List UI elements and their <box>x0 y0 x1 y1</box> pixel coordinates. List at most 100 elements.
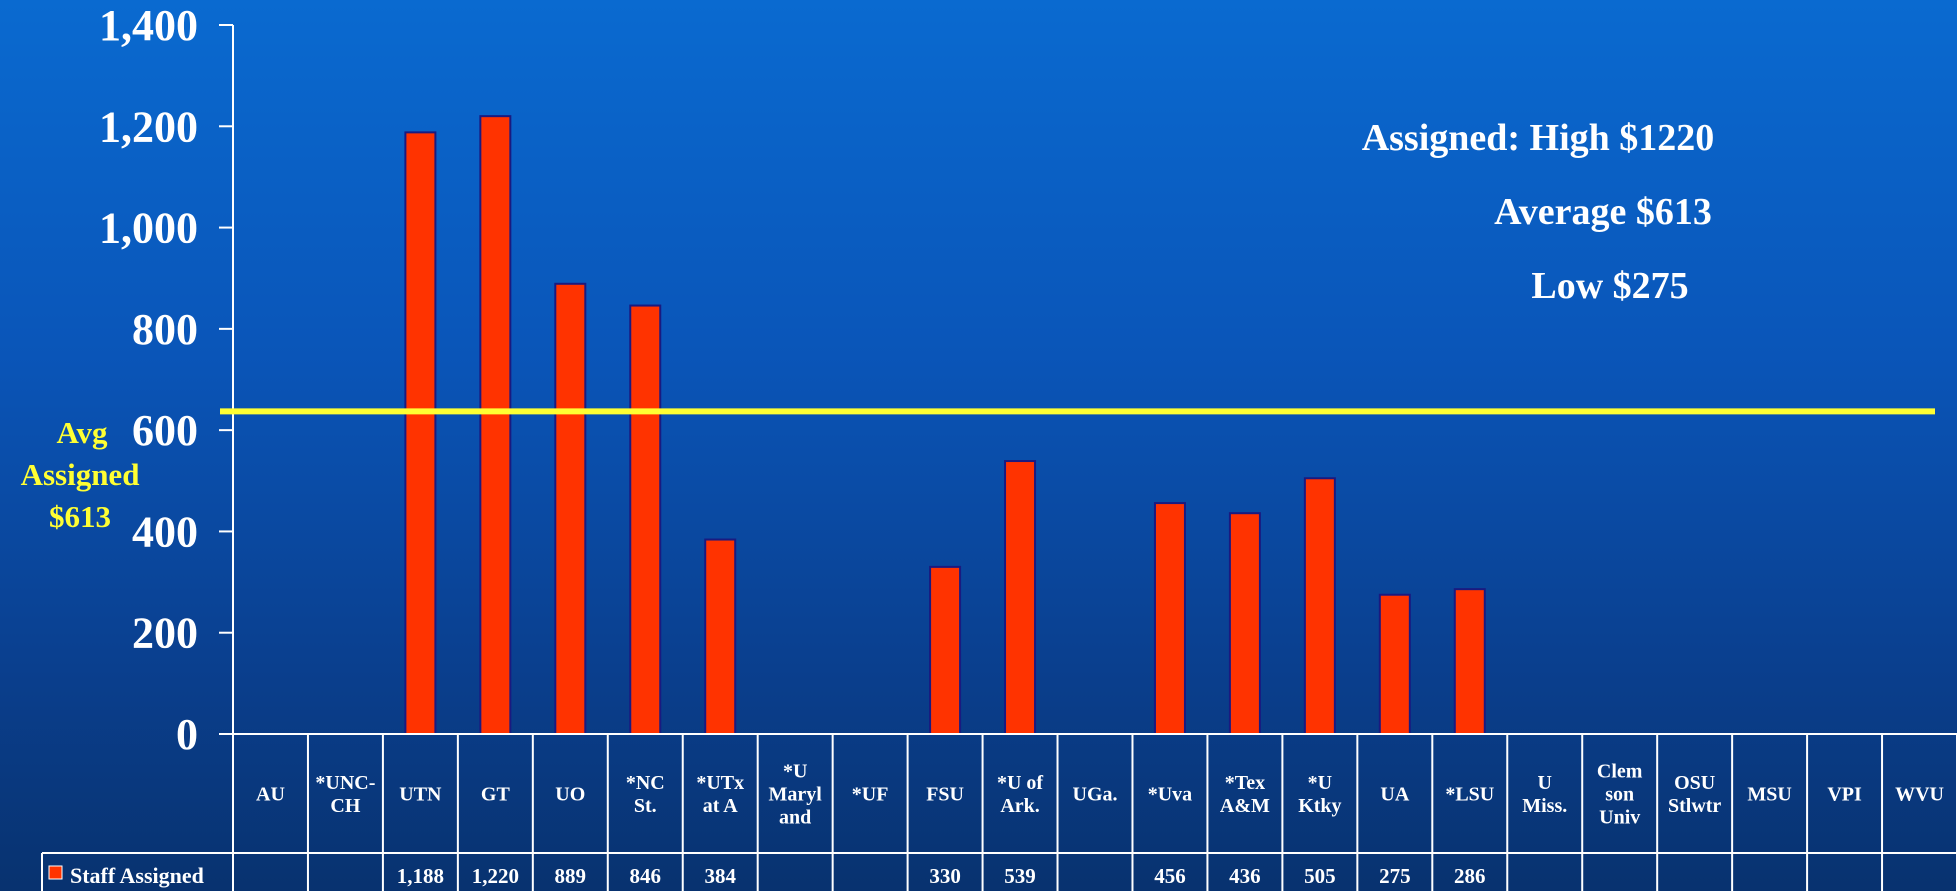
x-category-label-line: *Uva <box>1148 784 1192 806</box>
data-label: 384 <box>704 864 736 888</box>
y-tick-label: 0 <box>176 710 198 759</box>
x-category-label: MSU <box>1747 784 1791 806</box>
x-category-label: *U Ktky <box>1298 772 1341 817</box>
x-category-label: UGa. <box>1073 784 1118 806</box>
bar <box>1153 502 1186 735</box>
annotation-high: Assigned: High $1220 <box>1362 117 1715 159</box>
x-category-label-line: UO <box>555 784 585 806</box>
data-label: 436 <box>1229 864 1261 888</box>
bar <box>479 115 512 735</box>
x-category-label-line: AU <box>256 784 285 806</box>
x-category-label: GT <box>481 784 511 806</box>
x-category-label-line: son <box>1605 784 1634 806</box>
x-category-label-line: *UTx <box>696 772 744 794</box>
x-category-label-line: Miss. <box>1522 795 1567 817</box>
x-category-label-line: St. <box>634 795 657 817</box>
annotation-average: Average $613 <box>1494 191 1712 233</box>
data-label: 889 <box>555 864 587 888</box>
x-category-label-line: UGa. <box>1073 784 1118 806</box>
x-category-label-line: Univ <box>1599 807 1640 829</box>
x-category-label: *LSU <box>1445 784 1494 806</box>
y-tick-label: 1,400 <box>99 1 198 50</box>
legend-swatch <box>48 865 63 880</box>
x-category-label-line: CH <box>330 795 360 817</box>
x-category-label: AU <box>256 784 285 806</box>
x-category-label: WVU <box>1895 784 1944 806</box>
x-category-label: *UTx at A <box>696 772 744 817</box>
x-category-label-line: UA <box>1380 784 1409 806</box>
bar <box>1228 512 1261 735</box>
x-category-label-line: Clem <box>1597 761 1643 783</box>
x-category-label: UO <box>555 784 585 806</box>
average-label-line-3: $613 <box>49 499 111 534</box>
average-label-line-2: Assigned <box>21 457 140 492</box>
x-category-label: OSU Stlwtr <box>1668 772 1721 817</box>
bar <box>1378 593 1411 735</box>
x-category-label: *Uva <box>1148 784 1192 806</box>
annotation-block: Assigned: High $1220 Average $613 Low $2… <box>1362 117 1715 307</box>
x-category-label-line: *U of <box>997 772 1043 794</box>
average-label: Avg Assigned $613 <box>21 415 140 534</box>
x-category-label-line: A&M <box>1220 795 1270 817</box>
legend-series-name: Staff Assigned <box>70 863 204 888</box>
x-category-label-line: *NC <box>626 772 665 794</box>
x-category-label: UA <box>1380 784 1409 806</box>
bar <box>1004 460 1037 735</box>
x-category-label: *UNC-CH <box>315 772 375 817</box>
y-axis: 0 200 400 600 800 1,000 1,200 1,400 <box>99 1 234 759</box>
x-category-label-line: Maryl <box>769 784 823 806</box>
x-category-label-line: Ark. <box>1000 795 1039 817</box>
x-category-label-line: and <box>779 807 811 829</box>
x-category-label-line: at A <box>703 795 739 817</box>
y-tick-label: 1,200 <box>99 102 198 151</box>
data-label: 275 <box>1379 864 1411 888</box>
x-category-label-line: Stlwtr <box>1668 795 1721 817</box>
x-category-label: *U Maryl and <box>769 761 823 829</box>
bar <box>629 304 662 735</box>
x-category-label-line: U <box>1538 772 1552 794</box>
bar <box>704 538 737 735</box>
x-category-label-line: *UF <box>852 784 889 806</box>
data-label: 456 <box>1154 864 1186 888</box>
data-label: 1,220 <box>472 864 519 888</box>
y-tick-label: 600 <box>132 406 198 455</box>
x-category-label: FSU <box>926 784 964 806</box>
x-category-label-line: VPI <box>1827 784 1862 806</box>
data-label: 505 <box>1304 864 1336 888</box>
x-category-label-line: MSU <box>1747 784 1791 806</box>
x-category-label-line: UTN <box>399 784 442 806</box>
x-category-label: VPI <box>1827 784 1862 806</box>
x-category-label: *UF <box>852 784 889 806</box>
bar <box>404 131 437 735</box>
x-category-label-line: *U <box>783 761 807 783</box>
x-category-label-line: FSU <box>926 784 964 806</box>
x-category-label: U Miss. <box>1522 772 1567 817</box>
x-category-label: Clem son Univ <box>1597 761 1643 829</box>
x-category-label: *U of Ark. <box>997 772 1043 817</box>
bar <box>1303 477 1336 735</box>
bar <box>929 565 962 736</box>
data-label: 286 <box>1454 864 1486 888</box>
x-category-label-line: *UNC- <box>315 772 375 794</box>
x-category-label: *NC St. <box>626 772 665 817</box>
x-category-label-line: *Tex <box>1225 772 1265 794</box>
x-category-label-line: Ktky <box>1298 795 1341 817</box>
annotation-low: Low $275 <box>1531 265 1688 307</box>
bar <box>1453 588 1486 736</box>
y-tick-label: 400 <box>132 507 198 556</box>
data-label: 539 <box>1004 864 1036 888</box>
x-category-label-line: *LSU <box>1445 784 1494 806</box>
data-label: 1,188 <box>397 864 444 888</box>
x-category-label-line: WVU <box>1895 784 1944 806</box>
average-label-line-1: Avg <box>56 415 108 450</box>
bar <box>554 282 587 735</box>
data-label: 330 <box>929 864 961 888</box>
x-category-label-line: *U <box>1308 772 1332 794</box>
data-label: 846 <box>630 864 662 888</box>
y-tick-label: 200 <box>132 609 198 658</box>
x-category-label: *Tex A&M <box>1220 772 1270 817</box>
y-tick-label: 1,000 <box>99 204 198 253</box>
x-category-label: UTN <box>399 784 442 806</box>
